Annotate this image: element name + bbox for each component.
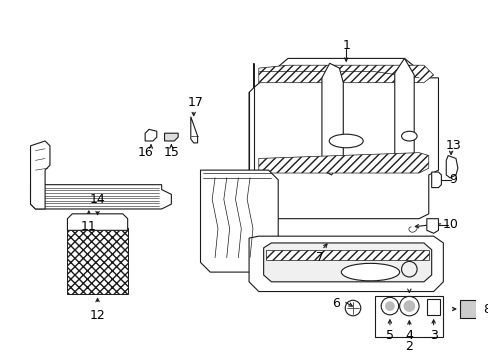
Text: 17: 17 (187, 96, 203, 109)
Circle shape (384, 301, 394, 311)
Polygon shape (446, 156, 457, 178)
Polygon shape (248, 236, 443, 292)
Text: 8: 8 (482, 302, 488, 315)
Circle shape (403, 300, 414, 312)
Text: 11: 11 (81, 220, 97, 233)
Polygon shape (426, 219, 438, 233)
Text: 4: 4 (405, 329, 412, 342)
Polygon shape (394, 58, 413, 170)
Text: 7: 7 (315, 251, 324, 264)
Polygon shape (67, 214, 127, 230)
Text: 13: 13 (444, 139, 460, 152)
Polygon shape (258, 65, 433, 83)
Ellipse shape (341, 264, 399, 281)
Polygon shape (164, 133, 178, 141)
Text: 6: 6 (332, 297, 340, 310)
Polygon shape (190, 117, 197, 143)
Text: 2: 2 (405, 341, 412, 354)
Polygon shape (321, 63, 343, 175)
Text: 3: 3 (429, 329, 437, 342)
Text: 9: 9 (448, 173, 456, 186)
Polygon shape (431, 172, 441, 188)
Polygon shape (265, 250, 428, 260)
Bar (459, 300, 480, 318)
Text: 5: 5 (385, 329, 393, 342)
Ellipse shape (401, 131, 416, 141)
Polygon shape (263, 243, 431, 282)
Bar (426, 299, 440, 315)
Bar (375, 296, 443, 337)
Polygon shape (248, 58, 438, 219)
Text: 12: 12 (89, 309, 105, 322)
Ellipse shape (328, 134, 363, 148)
Polygon shape (30, 185, 171, 209)
Polygon shape (145, 129, 157, 141)
Polygon shape (30, 141, 50, 209)
Text: 15: 15 (163, 146, 179, 159)
Text: 16: 16 (137, 146, 153, 159)
Bar (67, 228, 127, 294)
Text: 10: 10 (441, 218, 457, 231)
Polygon shape (258, 153, 428, 173)
Polygon shape (200, 170, 278, 272)
Text: 1: 1 (342, 39, 349, 52)
Text: 14: 14 (89, 193, 105, 206)
